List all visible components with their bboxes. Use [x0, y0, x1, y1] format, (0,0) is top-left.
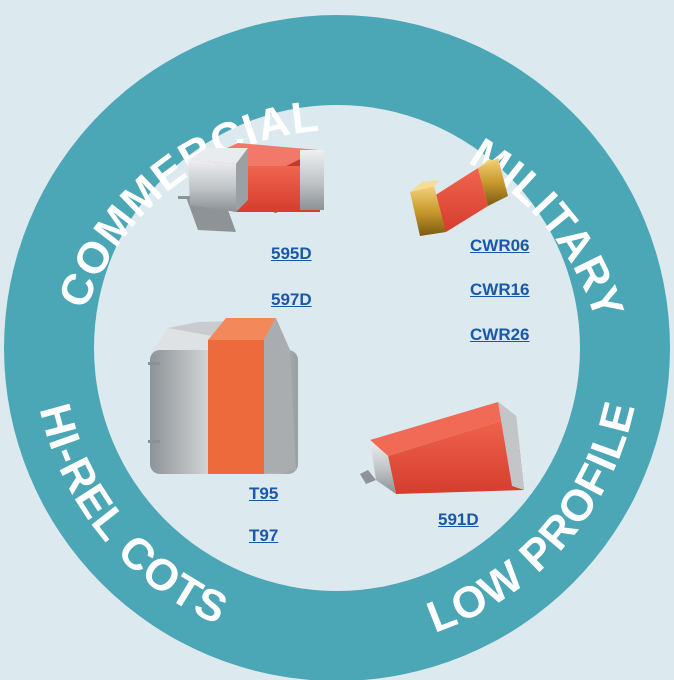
link-cwr16[interactable]: CWR16 — [470, 280, 530, 299]
link-cwr06[interactable]: CWR06 — [470, 236, 530, 255]
link-591d[interactable]: 591D — [438, 510, 479, 529]
link-t95[interactable]: T95 — [249, 484, 279, 503]
capacitor-t95-image — [148, 318, 298, 474]
link-595d[interactable]: 595D — [271, 244, 312, 263]
link-cwr26[interactable]: CWR26 — [470, 325, 530, 344]
capacitor-591d-image — [360, 402, 524, 494]
capacitor-595d-image — [178, 143, 324, 232]
capacitor-cwr-image — [410, 158, 508, 236]
link-597d[interactable]: 597D — [271, 290, 312, 309]
link-t97[interactable]: T97 — [249, 526, 279, 545]
